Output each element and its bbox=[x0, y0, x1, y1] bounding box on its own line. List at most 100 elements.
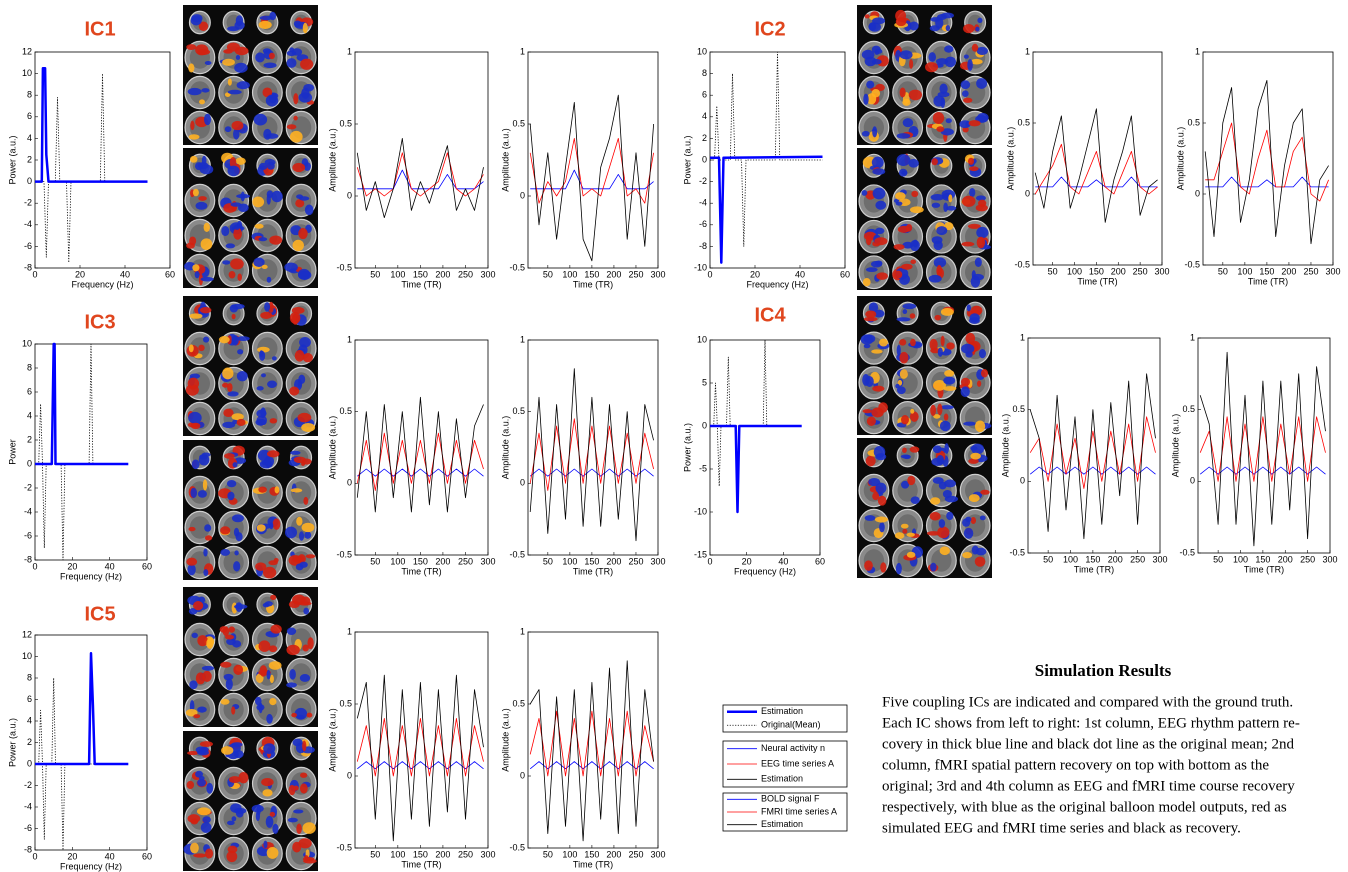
y-tick-label: 0 bbox=[347, 478, 352, 488]
activation-blob bbox=[299, 783, 308, 794]
activation-blob bbox=[934, 314, 942, 321]
y-tick-label: 2 bbox=[27, 434, 32, 444]
activation-blob bbox=[966, 309, 972, 317]
caption-line: Five coupling ICs are indicated and comp… bbox=[882, 694, 1293, 710]
legend-label: Neural activity n bbox=[761, 743, 825, 753]
activation-blob bbox=[222, 626, 230, 636]
y-tick-label: 1 bbox=[1195, 46, 1200, 56]
series-line bbox=[529, 138, 654, 204]
activation-blob bbox=[977, 17, 983, 24]
x-tick-label: 250 bbox=[628, 269, 643, 279]
activation-blob bbox=[203, 222, 210, 233]
activation-blob bbox=[291, 712, 298, 718]
series-line bbox=[529, 94, 654, 262]
activation-blob bbox=[188, 607, 198, 615]
series-line bbox=[529, 368, 654, 542]
activation-blob bbox=[233, 457, 247, 464]
y-tick-label: -6 bbox=[24, 530, 32, 540]
activation-blob bbox=[899, 369, 908, 379]
activation-blob bbox=[294, 350, 305, 362]
activation-blob bbox=[896, 344, 901, 356]
activation-blob bbox=[232, 462, 238, 468]
y-tick-label: 0 bbox=[27, 758, 32, 768]
activation-blob bbox=[979, 515, 986, 521]
activation-blob bbox=[863, 343, 871, 349]
y-tick-label: -0.5 bbox=[1009, 547, 1025, 557]
activation-blob bbox=[909, 446, 920, 453]
activation-blob bbox=[293, 20, 302, 28]
plot-area bbox=[1202, 51, 1334, 266]
activation-blob bbox=[220, 549, 231, 556]
plot-area bbox=[34, 51, 171, 269]
activation-blob bbox=[189, 680, 198, 690]
activation-blob bbox=[296, 714, 305, 720]
x-tick-label: 200 bbox=[1108, 554, 1123, 564]
activation-blob bbox=[902, 309, 908, 315]
activation-blob bbox=[235, 532, 243, 542]
activation-blob bbox=[928, 52, 937, 62]
activation-blob bbox=[289, 668, 296, 680]
activation-blob bbox=[909, 313, 916, 319]
activation-blob bbox=[233, 561, 241, 572]
y-tick-label: 0 bbox=[1025, 188, 1030, 198]
activation-blob bbox=[963, 527, 974, 539]
activation-blob bbox=[198, 21, 209, 31]
activation-blob bbox=[946, 342, 955, 350]
activation-blob bbox=[909, 59, 914, 69]
activation-blob bbox=[302, 857, 315, 862]
activation-blob bbox=[191, 459, 200, 470]
x-tick-label: 250 bbox=[628, 849, 643, 859]
activation-blob bbox=[188, 411, 202, 424]
x-tick-label: 250 bbox=[458, 556, 473, 566]
activation-blob bbox=[194, 162, 203, 171]
activation-blob bbox=[204, 524, 212, 532]
activation-blob bbox=[225, 243, 236, 249]
activation-blob bbox=[231, 816, 237, 822]
activation-blob bbox=[963, 54, 969, 59]
x-tick-label: 300 bbox=[1322, 554, 1337, 564]
activation-blob bbox=[261, 264, 268, 269]
y-tick-label: 0.5 bbox=[512, 698, 525, 708]
activation-blob bbox=[965, 120, 970, 127]
activation-blob bbox=[299, 674, 311, 682]
x-tick-label: 0 bbox=[32, 851, 37, 861]
activation-blob bbox=[199, 775, 205, 781]
y-tick-label: -0.5 bbox=[336, 262, 352, 272]
activation-blob bbox=[939, 546, 950, 556]
y-axis-label: Power (a.u.) bbox=[7, 135, 17, 184]
activation-blob bbox=[961, 241, 975, 247]
activation-blob bbox=[943, 413, 949, 421]
activation-blob bbox=[301, 522, 315, 533]
activation-blob bbox=[931, 457, 944, 466]
activation-blob bbox=[190, 487, 198, 498]
activation-blob bbox=[190, 120, 195, 131]
activation-blob bbox=[192, 188, 199, 197]
activation-blob bbox=[265, 815, 274, 828]
series-line bbox=[1034, 143, 1158, 195]
y-tick-label: 8 bbox=[27, 362, 32, 372]
y-tick-label: 1 bbox=[520, 334, 525, 344]
activation-blob bbox=[865, 310, 877, 318]
activation-blob bbox=[256, 386, 264, 391]
activation-blob bbox=[256, 524, 266, 532]
y-tick-label: 0 bbox=[520, 190, 525, 200]
x-tick-label: 300 bbox=[650, 849, 665, 859]
y-axis-label: Amplitude (a.u.) bbox=[1175, 127, 1185, 191]
activation-blob bbox=[231, 706, 236, 715]
ic-title: IC1 bbox=[84, 18, 115, 40]
activation-blob bbox=[936, 226, 948, 236]
y-tick-label: 10 bbox=[22, 338, 32, 348]
x-tick-label: 150 bbox=[1085, 554, 1100, 564]
activation-blob bbox=[268, 661, 282, 670]
activation-blob bbox=[896, 386, 906, 395]
x-tick-label: 60 bbox=[142, 561, 152, 571]
activation-blob bbox=[910, 408, 915, 414]
activation-blob bbox=[263, 840, 268, 849]
activation-blob bbox=[238, 772, 249, 784]
x-tick-label: 250 bbox=[1133, 266, 1148, 276]
activation-blob bbox=[267, 161, 275, 170]
activation-blob bbox=[199, 741, 213, 747]
activation-blob bbox=[231, 742, 243, 747]
x-axis-label: Time (TR) bbox=[1077, 276, 1117, 286]
activation-blob bbox=[200, 277, 214, 282]
